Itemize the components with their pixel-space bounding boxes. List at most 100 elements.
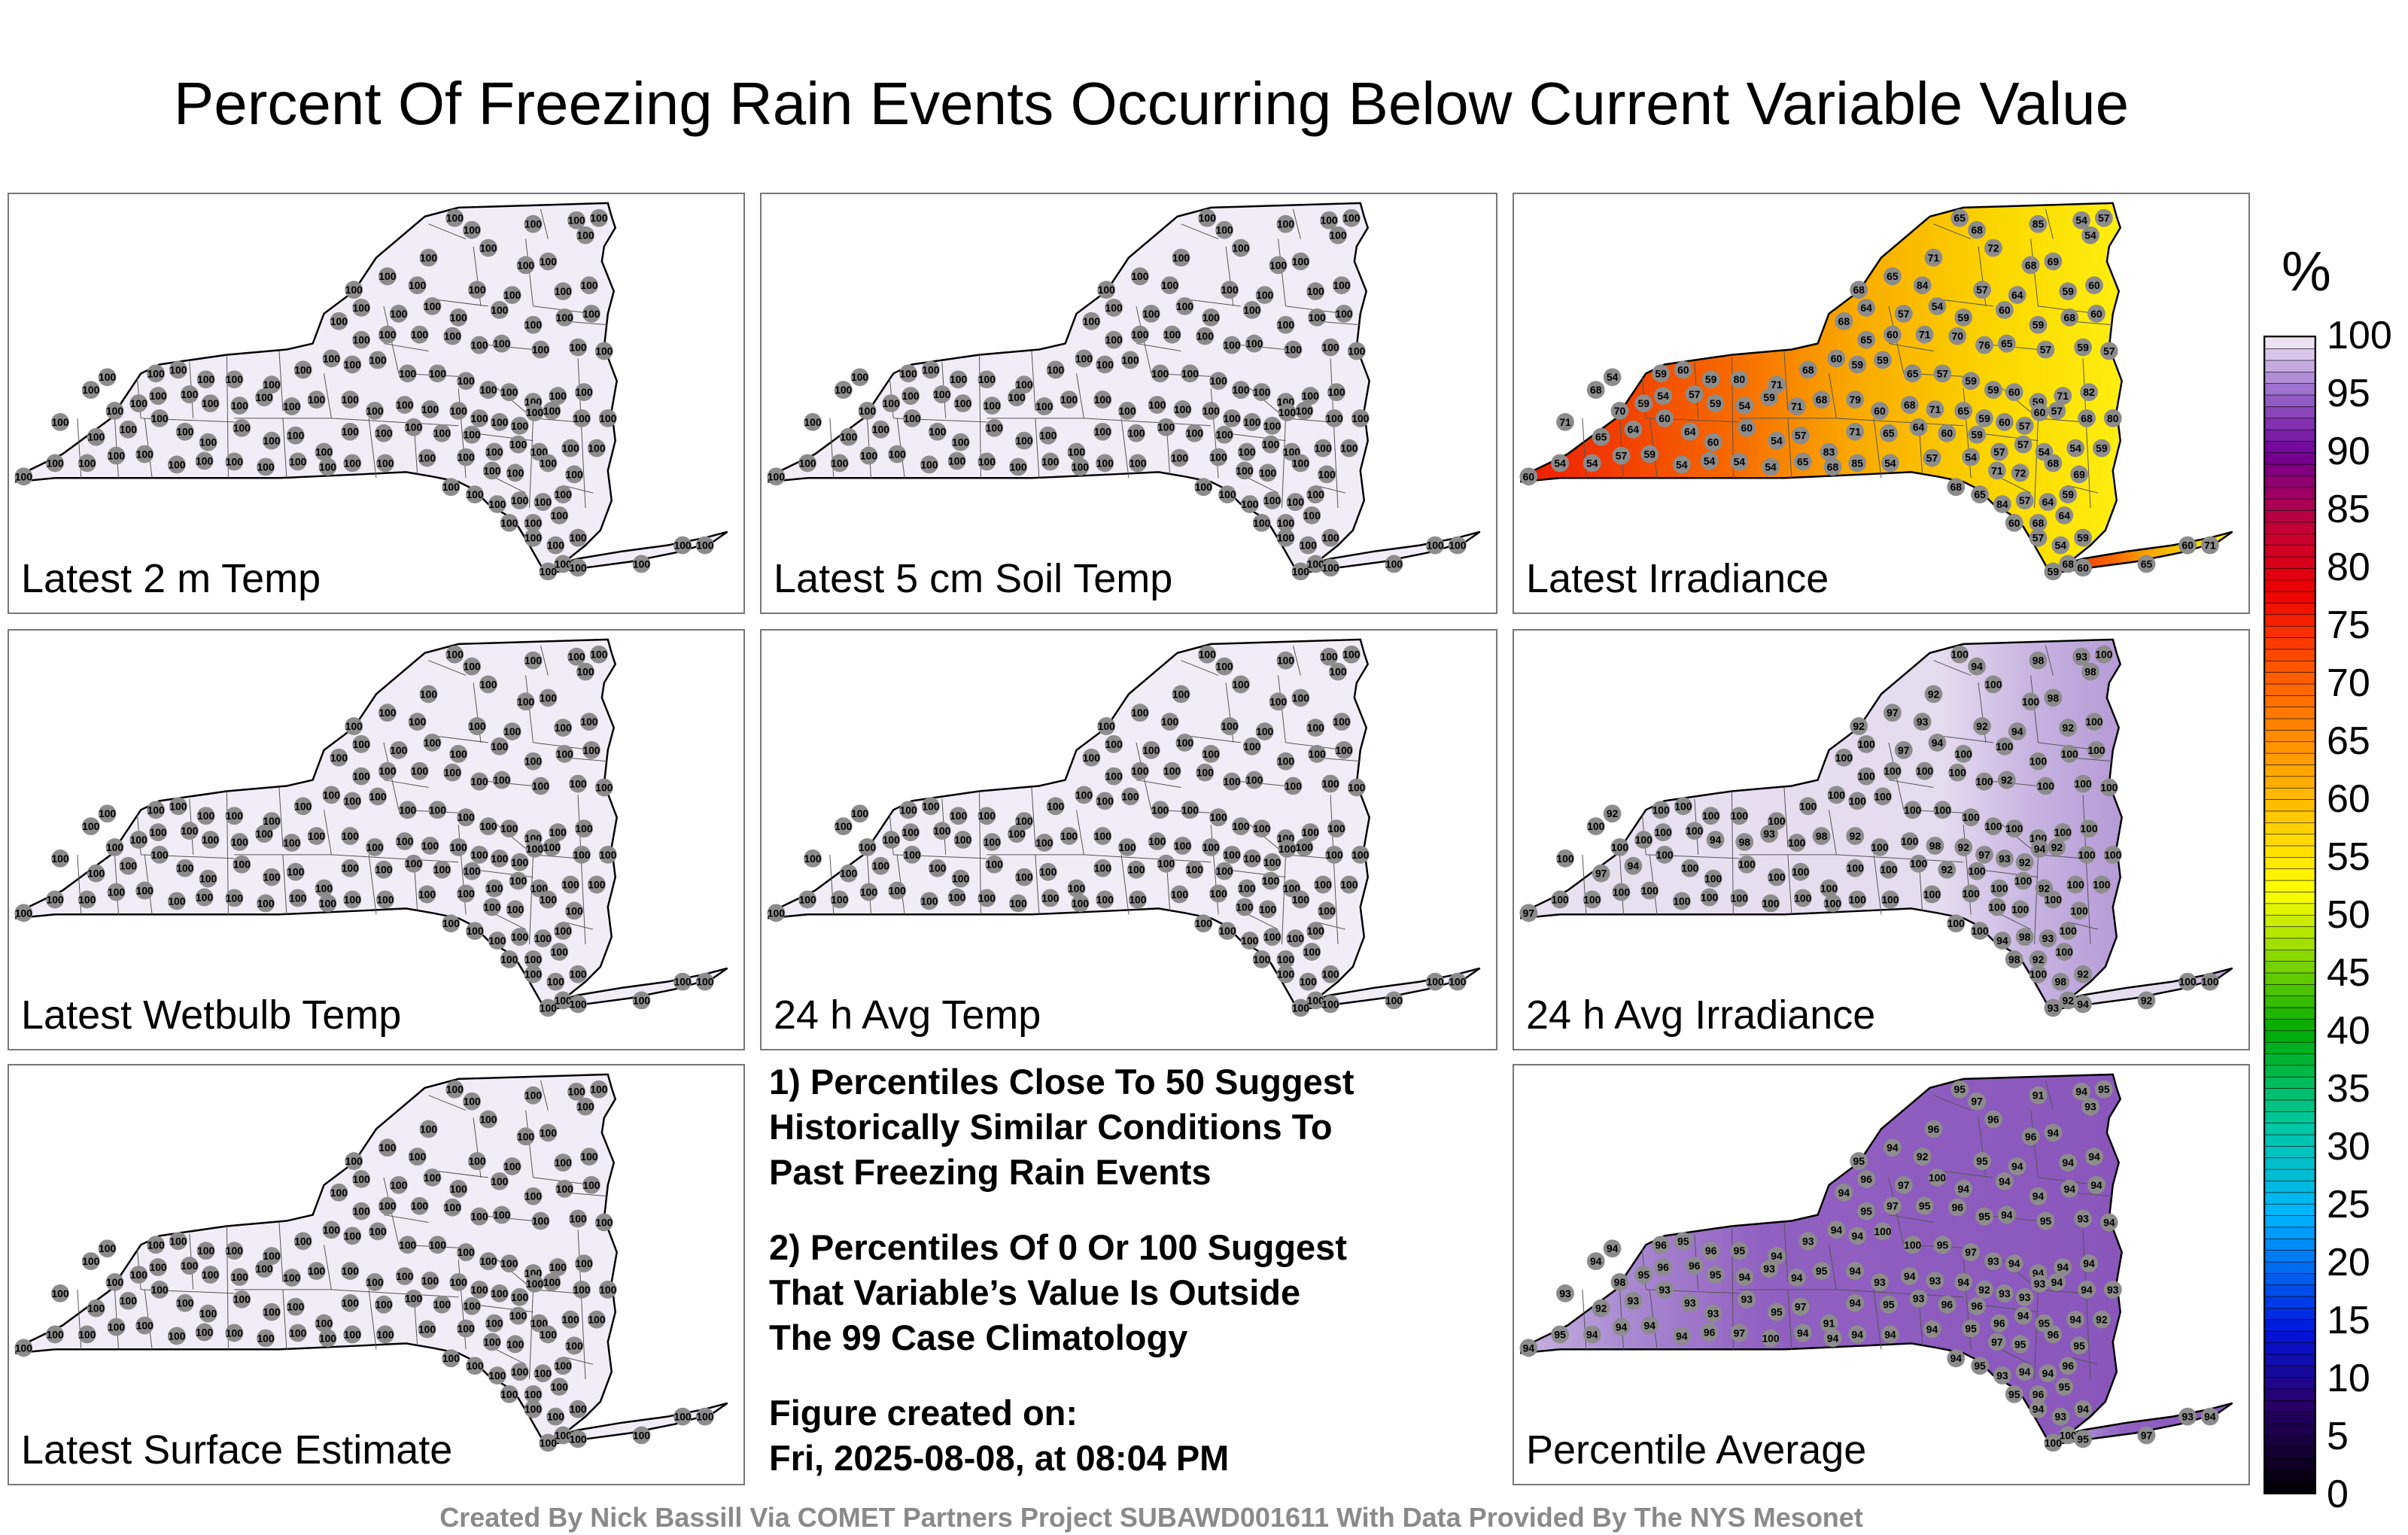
station-marker: 100 <box>14 1339 33 1357</box>
station-marker: 94 <box>1993 932 2011 950</box>
station-dot <box>1242 849 1261 868</box>
station-value: 94 <box>1791 1272 1803 1284</box>
station-dot <box>1791 1297 1810 1316</box>
station-marker: 100 <box>1385 555 1403 573</box>
station-dot <box>928 422 947 441</box>
station-value: 100 <box>1292 692 1309 704</box>
station-dot <box>1846 859 1865 877</box>
station-marker: 100 <box>516 1127 535 1146</box>
station-value: 100 <box>399 367 416 379</box>
station-marker: 92 <box>2074 965 2092 983</box>
station-value: 94 <box>1771 1250 1783 1262</box>
station-marker: 100 <box>288 889 307 907</box>
station-dot <box>1252 950 1271 968</box>
station-dot <box>1320 211 1338 229</box>
station-dot <box>1321 338 1339 357</box>
station-marker: 100 <box>490 849 509 868</box>
station-marker: 100 <box>230 397 249 415</box>
station-dot <box>395 1267 414 1285</box>
station-marker: 100 <box>1320 211 1338 229</box>
station-value: 100 <box>1223 339 1240 351</box>
station-marker: 100 <box>1269 256 1288 275</box>
station-marker: 100 <box>554 991 573 1010</box>
station-value: 100 <box>524 755 542 768</box>
station-dot <box>2011 900 2029 919</box>
station-value: 100 <box>1243 740 1260 752</box>
station-dot <box>1610 402 1629 420</box>
station-value: 100 <box>1241 498 1258 510</box>
station-dot <box>1793 889 1812 907</box>
station-value: 96 <box>1657 1261 1669 1273</box>
station-dot <box>949 807 968 825</box>
station-dot <box>546 1407 565 1426</box>
station-value: 100 <box>197 373 214 385</box>
station-value: 100 <box>534 496 552 508</box>
colorbar-band <box>2265 418 2315 430</box>
station-dot <box>1857 299 1876 317</box>
station-dot <box>569 558 587 577</box>
station-value: 94 <box>1932 737 1944 749</box>
station-marker: 100 <box>428 1236 447 1254</box>
station-value: 100 <box>506 467 524 479</box>
station-value: 100 <box>379 765 396 777</box>
station-dot <box>1827 1220 1846 1239</box>
station-value: 100 <box>485 883 503 895</box>
station-value: 100 <box>323 1223 340 1236</box>
station-value: 100 <box>106 841 123 853</box>
station-dot <box>1933 801 1952 819</box>
station-marker: 100 <box>369 787 387 806</box>
station-dot <box>492 334 511 353</box>
station-value: 100 <box>411 1200 428 1212</box>
station-value: 100 <box>1611 841 1628 853</box>
station-marker: 100 <box>233 1290 251 1309</box>
station-dot <box>1151 801 1169 819</box>
station-marker: 94 <box>1583 1325 1601 1344</box>
station-marker: 100 <box>1987 898 2006 916</box>
station-dot <box>1276 513 1295 532</box>
station-value: 100 <box>130 1269 147 1281</box>
station-dot <box>1121 787 1139 806</box>
station-dot <box>2137 991 2156 1010</box>
county-border <box>529 418 534 509</box>
station-dot <box>318 1329 337 1348</box>
station-value: 100 <box>551 946 568 958</box>
station-marker: 94 <box>2014 1306 2033 1325</box>
station-marker: 100 <box>255 388 273 406</box>
station-value: 100 <box>590 1084 607 1096</box>
station-value: 93 <box>1874 1276 1886 1288</box>
station-dot <box>1173 400 1192 418</box>
station-dot <box>534 929 552 947</box>
station-marker: 100 <box>1198 645 1217 664</box>
station-value: 54 <box>1554 457 1566 469</box>
station-dot <box>98 368 117 387</box>
station-value: 100 <box>488 498 506 510</box>
station-value: 100 <box>950 810 967 822</box>
colorbar-band <box>2265 649 2315 661</box>
station-dot <box>2036 1211 2055 1230</box>
station-value: 92 <box>2051 841 2063 853</box>
station-value: 100 <box>566 1339 583 1351</box>
colorbar-band <box>2265 1354 2315 1366</box>
station-marker: 100 <box>1015 868 1033 886</box>
station-dot <box>51 412 69 431</box>
station-value: 100 <box>543 1276 561 1288</box>
station-marker: 100 <box>345 1152 363 1170</box>
station-dot <box>352 330 371 349</box>
station-value: 100 <box>485 1318 503 1330</box>
station-marker: 100 <box>1962 884 1981 903</box>
station-marker: 54 <box>2072 211 2090 229</box>
station-value: 100 <box>1874 790 1891 802</box>
station-marker: 60 <box>1883 325 1902 344</box>
station-dot <box>1276 214 1295 233</box>
station-marker: 100 <box>804 849 822 868</box>
station-marker: 100 <box>199 433 217 451</box>
station-dot <box>1185 424 1204 442</box>
station-value: 100 <box>1210 451 1227 463</box>
station-value: 100 <box>342 1265 359 1277</box>
station-value: 100 <box>1426 540 1443 552</box>
station-dot <box>524 1187 543 1205</box>
station-value: 100 <box>933 388 950 400</box>
station-dot <box>539 999 558 1017</box>
station-marker: 57 <box>2015 416 2034 435</box>
